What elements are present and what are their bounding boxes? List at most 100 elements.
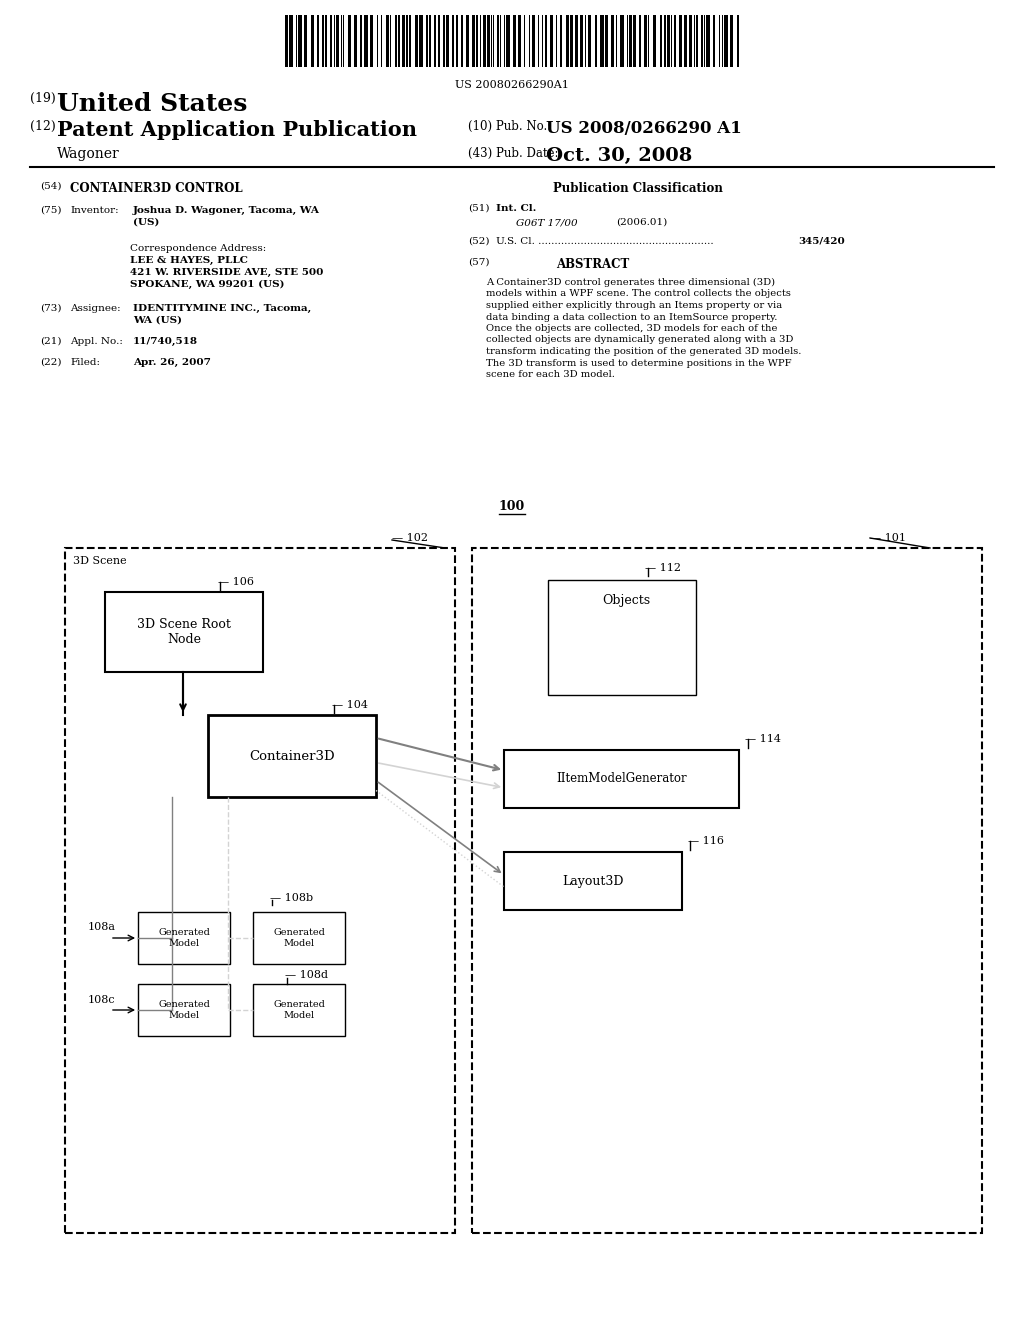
Bar — [633, 15, 636, 67]
Text: (57): (57) — [468, 257, 489, 267]
Bar — [504, 750, 739, 808]
Bar — [653, 15, 656, 67]
Bar — [621, 15, 624, 67]
Bar — [719, 15, 720, 67]
Text: 108a: 108a — [88, 921, 116, 932]
Bar — [472, 15, 475, 67]
Bar — [398, 15, 400, 67]
Bar — [337, 15, 339, 67]
Bar — [585, 15, 586, 67]
Bar — [326, 15, 328, 67]
Text: WA (US): WA (US) — [133, 315, 182, 325]
Bar — [138, 912, 230, 964]
Bar — [253, 983, 345, 1036]
Text: Layout3D: Layout3D — [562, 874, 624, 887]
Bar — [664, 15, 667, 67]
Text: A Container3D control generates three dimensional (3D): A Container3D control generates three di… — [486, 279, 775, 288]
Text: — 104: — 104 — [332, 700, 368, 710]
Bar — [566, 598, 687, 692]
Bar — [304, 15, 307, 67]
Bar — [442, 15, 444, 67]
Bar — [334, 15, 335, 67]
Text: The 3D transform is used to determine positions in the WPF: The 3D transform is used to determine po… — [486, 359, 792, 367]
Text: Generated
Model: Generated Model — [273, 928, 325, 948]
Text: (43) Pub. Date:: (43) Pub. Date: — [468, 147, 558, 160]
Text: 100: 100 — [499, 500, 525, 513]
Bar — [694, 15, 695, 67]
Bar — [644, 15, 647, 67]
Bar — [560, 15, 562, 67]
Text: scene for each 3D model.: scene for each 3D model. — [486, 370, 614, 379]
Text: 108c: 108c — [88, 995, 116, 1005]
Text: Oct. 30, 2008: Oct. 30, 2008 — [546, 147, 692, 165]
Text: (21): (21) — [40, 337, 61, 346]
Bar — [575, 607, 683, 689]
Text: collected objects are dynamically generated along with a 3D: collected objects are dynamically genera… — [486, 335, 794, 345]
Bar — [517, 15, 521, 67]
Text: Generated
Model: Generated Model — [158, 928, 210, 948]
Text: — 116: — 116 — [688, 836, 724, 846]
Text: Generated
Model: Generated Model — [273, 1001, 325, 1019]
Bar — [419, 15, 423, 67]
Bar — [700, 15, 703, 67]
Text: ABSTRACT: ABSTRACT — [556, 257, 630, 271]
Bar — [639, 15, 640, 67]
Bar — [630, 15, 632, 67]
Bar — [285, 15, 289, 67]
Bar — [253, 912, 345, 964]
Bar — [402, 15, 404, 67]
Text: (10) Pub. No.:: (10) Pub. No.: — [468, 120, 551, 133]
Bar — [394, 15, 396, 67]
Bar — [208, 715, 376, 797]
Text: Generated
Model: Generated Model — [158, 1001, 210, 1019]
Bar — [472, 548, 982, 1233]
Text: Joshua D. Wagoner, Tacoma, WA: Joshua D. Wagoner, Tacoma, WA — [133, 206, 319, 215]
Bar — [296, 15, 297, 67]
Bar — [532, 15, 536, 67]
Text: United States: United States — [57, 92, 248, 116]
Text: Wagoner: Wagoner — [57, 147, 120, 161]
Text: — 102: — 102 — [392, 533, 428, 543]
Bar — [354, 15, 356, 67]
Bar — [479, 15, 480, 67]
Text: CONTAINER3D CONTROL: CONTAINER3D CONTROL — [70, 182, 243, 195]
Bar — [574, 15, 578, 67]
Bar — [330, 15, 332, 67]
Text: (75): (75) — [40, 206, 61, 215]
Text: Inventor:: Inventor: — [70, 206, 119, 215]
Bar — [565, 15, 569, 67]
Text: G06T 17/00: G06T 17/00 — [516, 218, 578, 227]
Bar — [671, 15, 672, 67]
Bar — [504, 851, 682, 909]
Bar — [466, 15, 469, 67]
Text: Container3D: Container3D — [249, 750, 335, 763]
Bar — [493, 15, 494, 67]
Text: IItemModelGenerator: IItemModelGenerator — [556, 772, 687, 785]
Bar — [570, 15, 573, 67]
Bar — [504, 15, 505, 67]
Bar — [615, 15, 617, 67]
Bar — [581, 15, 584, 67]
Bar — [461, 15, 463, 67]
Bar — [722, 15, 723, 67]
Text: transform indicating the position of the generated 3D models.: transform indicating the position of the… — [486, 347, 802, 356]
Bar — [138, 983, 230, 1036]
Bar — [498, 15, 499, 67]
Bar — [524, 15, 525, 67]
Bar — [730, 15, 733, 67]
Bar — [736, 15, 739, 67]
Bar — [490, 15, 492, 67]
Text: US 2008/0266290 A1: US 2008/0266290 A1 — [546, 120, 741, 137]
Text: — 112: — 112 — [645, 564, 681, 573]
Text: 3D Scene Root
Node: 3D Scene Root Node — [137, 618, 231, 645]
Text: Publication Classification: Publication Classification — [553, 182, 723, 195]
Bar — [429, 15, 431, 67]
Text: (22): (22) — [40, 358, 61, 367]
Text: Assignee:: Assignee: — [70, 304, 121, 313]
Text: Objects: Objects — [602, 594, 650, 607]
Bar — [696, 15, 697, 67]
Text: (54): (54) — [40, 182, 61, 191]
Bar — [724, 15, 728, 67]
Text: Int. Cl.: Int. Cl. — [496, 205, 537, 213]
Bar — [557, 589, 691, 693]
